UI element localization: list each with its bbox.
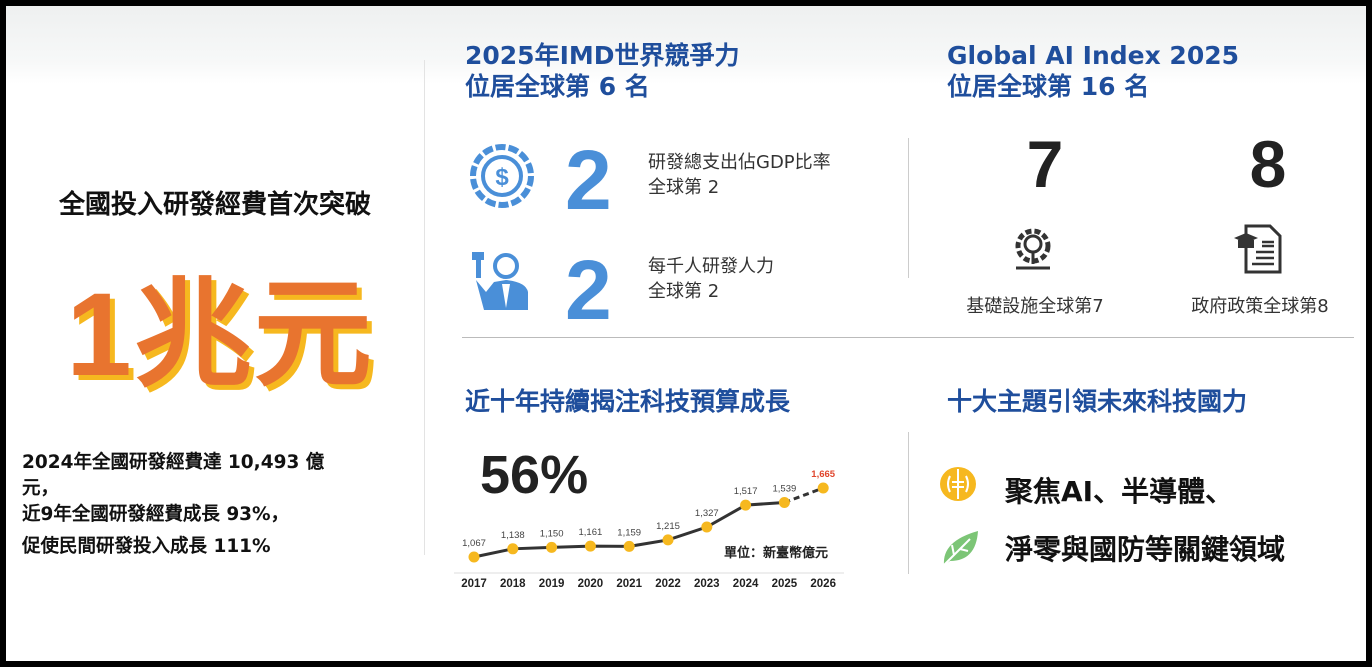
data-label: 1,539: [773, 484, 797, 495]
svg-text:$: $: [495, 164, 509, 191]
data-label: 1,150: [540, 528, 564, 539]
ai-index-title: Global AI Index 2025 位居全球第 16 名: [947, 40, 1239, 102]
data-label: 1,327: [695, 508, 719, 519]
summary: 2024年全國研發經費達 10,493 億 元， 近9年全國研發經費成長 93%…: [22, 449, 382, 561]
x-tick-label: 2019: [539, 578, 565, 590]
gear-bulb-icon: [1015, 228, 1051, 270]
researchers-rank: 2: [565, 243, 612, 337]
trillion-figure: 1兆元: [66, 269, 374, 401]
divider: [462, 337, 1354, 338]
summary-line: 2024年全國研發經費達 10,493 億: [22, 452, 325, 473]
label-line: 研發總支出佔GDP比率: [648, 152, 831, 173]
rd-gdp-label: 研發總支出佔GDP比率 全球第 2: [648, 150, 831, 200]
ai-title-line: Global AI Index 2025: [947, 41, 1240, 70]
data-label: 1,215: [656, 521, 680, 532]
budget-line-chart: 1,067 2017 1,138 2018 1,150 2019 1,161 2020 1,15…: [454, 469, 844, 590]
imd-title: 2025年IMD世界競爭力 位居全球第 6 名: [465, 40, 740, 102]
imd-title-line: 位居全球第 6 名: [465, 72, 650, 101]
data-point: [778, 497, 790, 509]
chart-unit: 單位：新臺幣億元: [724, 546, 829, 561]
themes-title: 十大主題引領未來科技國力: [947, 387, 1248, 416]
forecast-line: [783, 486, 824, 504]
data-label: 1,138: [501, 530, 525, 541]
infrastructure-rank: 7: [1026, 127, 1064, 201]
rd-gdp-rank: 2: [565, 133, 612, 227]
researcher-icon: [472, 252, 528, 310]
imd-title-line: 2025年IMD世界競爭力: [465, 41, 740, 70]
data-point: [584, 540, 596, 552]
ai-title-line: 位居全球第 16 名: [947, 72, 1150, 101]
policy-label: 政府政策全球第8: [1191, 296, 1329, 317]
x-tick-label: 2026: [810, 578, 836, 590]
dollar-coin-icon: $: [470, 144, 534, 208]
x-tick-label: 2024: [733, 578, 759, 590]
label-line: 全球第 2: [648, 281, 720, 302]
headline: 全國投入研發經費首次突破: [58, 190, 371, 220]
x-tick-label: 2023: [694, 578, 720, 590]
x-tick-label: 2020: [578, 578, 604, 590]
divider: [908, 138, 909, 278]
data-point: [662, 534, 674, 546]
x-tick-label: 2021: [616, 578, 642, 590]
data-point: [817, 482, 829, 494]
summary-line: 元，: [22, 478, 60, 499]
data-point: [546, 541, 558, 553]
budget-growth: 56%: [480, 445, 589, 505]
themes-line2: 淨零與國防等關鍵領域: [1005, 533, 1286, 566]
summary-line: 促使民間研發投入成長 111%: [22, 536, 271, 557]
x-tick-label: 2017: [461, 578, 487, 590]
divider: [908, 432, 909, 574]
summary-line: 近9年全國研發經費成長 93%，: [22, 504, 290, 525]
brain-icon: [940, 467, 976, 501]
x-tick-label: 2018: [500, 578, 526, 590]
x-tick-label: 2022: [655, 578, 681, 590]
data-point: [468, 551, 480, 563]
x-tick-label: 2025: [772, 578, 798, 590]
data-point: [507, 543, 519, 555]
policy-rank: 8: [1249, 127, 1287, 201]
researchers-label: 每千人研發人力 全球第 2: [648, 254, 774, 304]
data-label: 1,067: [462, 538, 486, 549]
budget-title: 近十年持續揭注科技預算成長: [465, 387, 791, 416]
data-point: [623, 540, 635, 552]
leaf-icon: [943, 531, 978, 566]
themes-line1: 聚焦AI、半導體、: [1005, 475, 1234, 508]
header-band: [6, 6, 1366, 84]
data-label: 1,159: [617, 527, 641, 538]
data-point: [701, 521, 713, 533]
infrastructure-label: 基礎設施全球第7: [966, 296, 1104, 317]
policy-document-icon: [1234, 224, 1282, 274]
data-label: 1,161: [579, 527, 603, 538]
data-label: 1,665: [811, 469, 835, 480]
label-line: 每千人研發人力: [648, 256, 774, 277]
data-label: 1,517: [734, 486, 758, 497]
label-line: 全球第 2: [648, 177, 720, 198]
divider: [424, 60, 425, 555]
data-point: [740, 499, 752, 511]
